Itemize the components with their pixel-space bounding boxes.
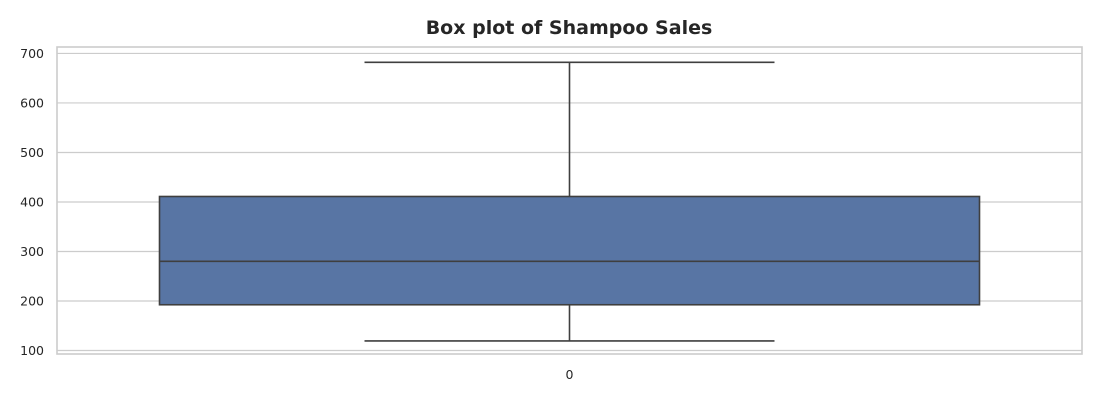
chart-title: Box plot of Shampoo Sales bbox=[426, 17, 713, 39]
box-group bbox=[158, 61, 981, 342]
plot-frame bbox=[56, 46, 1083, 355]
iqr-box bbox=[158, 195, 981, 306]
y-tick-label-200: 200 bbox=[20, 294, 44, 309]
y-tick-label-700: 700 bbox=[20, 46, 44, 61]
y-tick-label-100: 100 bbox=[20, 343, 44, 358]
y-tick-label-400: 400 bbox=[20, 194, 44, 209]
x-tick-label-0: 0 bbox=[566, 367, 574, 382]
y-axis-ticks: 100 200 300 400 500 600 700 bbox=[20, 46, 44, 358]
y-tick-label-500: 500 bbox=[20, 145, 44, 160]
y-tick-label-600: 600 bbox=[20, 95, 44, 110]
y-tick-label-300: 300 bbox=[20, 244, 44, 259]
x-axis-ticks: 0 bbox=[566, 367, 574, 382]
